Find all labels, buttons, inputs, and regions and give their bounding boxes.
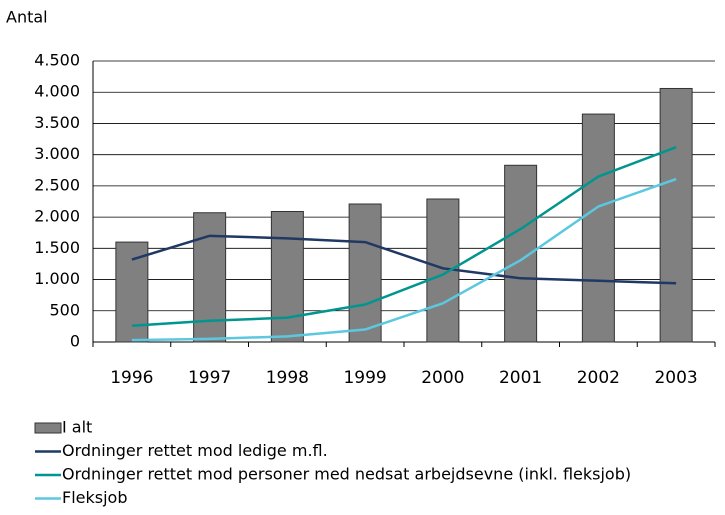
line [131,234,677,285]
y-tick-label: 2.000 [34,207,80,226]
legend-label: Ordninger rettet mod personer med nedsat… [62,465,631,484]
y-tick-label: 1.500 [34,238,80,257]
bar [581,113,615,343]
line [131,146,677,328]
bar [659,87,693,343]
y-tick-label: 4.500 [34,51,80,70]
x-tick-label: 2002 [577,368,620,388]
line [131,177,677,342]
bar [270,210,304,343]
y-tick-label: 1.000 [34,269,80,288]
x-tick-label: 2000 [421,368,464,388]
legend-swatch [34,422,62,434]
y-tick-label: 3.500 [34,113,80,132]
y-tick-label: 3.000 [34,144,80,163]
x-tick-label: 2001 [499,368,542,388]
bar [348,203,382,343]
x-tick-label: 1997 [188,368,231,388]
y-axis-label: Antal [6,8,48,27]
y-tick-label: 2.500 [34,175,80,194]
legend-label: Fleksjob [62,488,127,507]
legend-label: I alt [62,418,92,437]
x-tick-label: 1999 [343,368,386,388]
y-tick-label: 4.000 [34,82,80,101]
x-tick-label: 1996 [110,368,153,388]
x-tick-label: 1998 [266,368,309,388]
legend-label: Ordninger rettet mod ledige m.fl. [62,441,328,460]
x-tick-label: 2003 [654,368,697,388]
y-tick-label: 500 [49,300,80,319]
y-tick-label: 0 [70,332,80,351]
